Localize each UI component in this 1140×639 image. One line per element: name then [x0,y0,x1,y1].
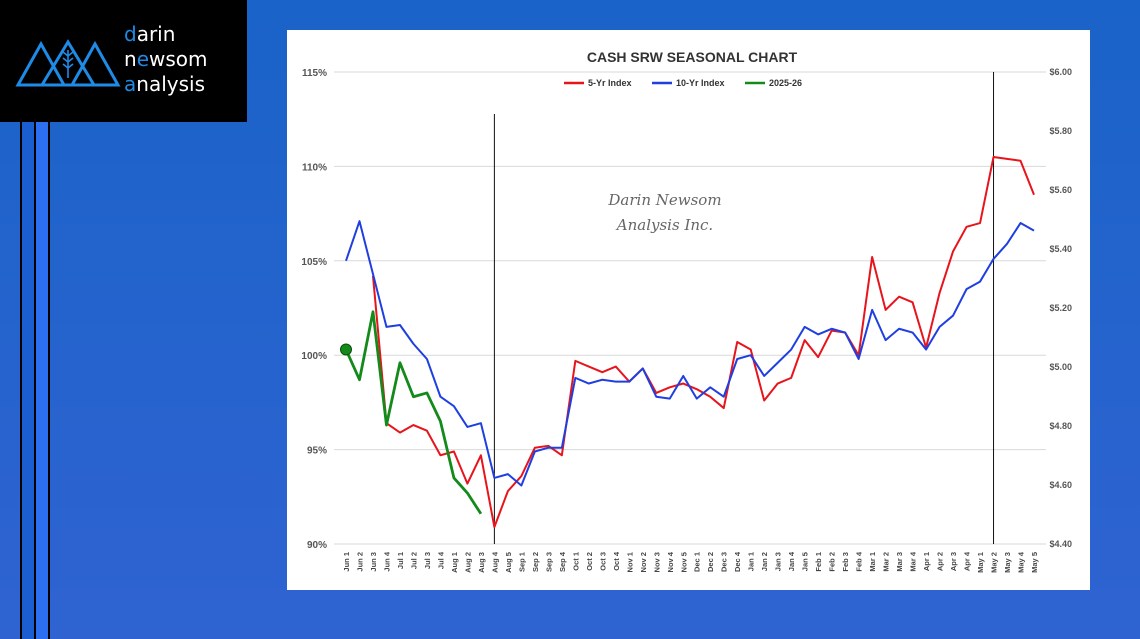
x-tick-label: Oct 4 [612,551,621,571]
y-right-tick-label: $4.40 [1049,539,1072,549]
decor-bar-1 [20,122,22,639]
y-right-tick-label: $5.40 [1049,244,1072,254]
x-tick-label: Apr 3 [949,552,958,571]
x-tick-label: Aug 3 [477,552,486,573]
x-tick-label: Mar 4 [909,551,918,571]
seasonal-chart: CASH SRW SEASONAL CHART 5-Yr Index 10-Yr… [301,49,1072,573]
x-tick-label: Dec 3 [720,552,729,572]
y-right-tick-label: $5.60 [1049,185,1072,195]
y-left-tick-label: 110% [302,162,327,173]
y-right-tick-label: $5.00 [1049,362,1072,372]
series-line-2 [344,310,483,515]
x-tick-label: Apr 2 [936,552,945,571]
x-tick-label: Jun 3 [369,552,378,572]
x-tick-label: Jul 1 [396,552,405,569]
x-tick-label: Apr 4 [963,551,972,571]
x-tick-label: Jun 1 [342,552,351,572]
mountain-logo-icon [15,39,121,87]
decor-bar-2 [22,122,34,639]
x-tick-label: Oct 1 [571,552,580,571]
x-tick-label: Apr 1 [922,552,931,571]
x-tick-label: Jul 2 [409,552,418,569]
x-tick-label: May 2 [990,552,999,573]
x-tick-label: Jan 1 [747,552,756,571]
y-left-tick-label: 90% [307,540,327,551]
x-tick-label: May 3 [1003,552,1012,573]
x-tick-label: Nov 4 [666,551,675,572]
y-right-tick-label: $5.80 [1049,126,1072,136]
x-tick-label: Jun 4 [382,551,391,571]
x-tick-label: Jan 4 [787,551,796,571]
x-tick-label: Sep 1 [517,552,526,572]
x-tick-label: May 1 [976,552,985,573]
decor-bar-3 [34,122,36,639]
x-tick-label: Oct 3 [598,552,607,571]
gridlines [334,71,1046,545]
y-right-tick-label: $5.20 [1049,303,1072,313]
chart-title: CASH SRW SEASONAL CHART [587,49,798,65]
x-tick-label: Dec 1 [693,552,702,572]
y-axis-left: 90% 95% 100% 105% 110% 115% [301,68,327,551]
y-left-tick-label: 115% [302,68,327,79]
x-tick-label: Aug 5 [504,552,513,573]
x-tick-label: Sep 4 [558,551,567,572]
x-tick-label: May 5 [1030,552,1039,573]
chart-panel: CASH SRW SEASONAL CHART 5-Yr Index 10-Yr… [287,30,1090,590]
vertical-markers [493,72,995,544]
x-tick-label: Sep 2 [531,552,540,572]
series-lines [340,155,1035,529]
logo-box: darin newsom analysis [0,0,247,122]
x-tick-label: Aug 4 [490,551,499,573]
legend: 5-Yr Index 10-Yr Index 2025-26 [564,78,802,88]
x-tick-label: Mar 1 [868,552,877,572]
x-tick-label: Feb 1 [814,552,823,572]
watermark-line-2: Analysis Inc. [615,216,713,234]
x-tick-label: Jul 3 [423,552,432,569]
watermark: Darin Newsom Analysis Inc. [607,191,721,234]
legend-label-5yr: 5-Yr Index [588,78,632,88]
x-tick-label: Mar 2 [882,552,891,572]
y-left-tick-label: 100% [301,351,327,362]
decor-bar-5 [48,122,50,639]
x-tick-label: Jan 3 [774,552,783,571]
series-line-0 [371,155,1035,529]
x-tick-label: Feb 3 [841,552,850,572]
x-tick-label: Jan 5 [801,552,810,571]
x-tick-label: Aug 2 [463,552,472,573]
legend-label-2025: 2025-26 [769,78,802,88]
x-axis: Jun 1 Jun 2 Jun 3 Jun 4 Jul 1 Jul 2 Jul 3 Jul 4… [342,551,1039,573]
y-right-tick-label: $6.00 [1049,67,1072,77]
x-tick-label: May 4 [1017,551,1026,573]
x-tick-label: Feb 4 [855,551,864,571]
x-tick-label: Nov 1 [625,552,634,572]
watermark-line-1: Darin Newsom [607,191,721,209]
x-tick-label: Feb 2 [828,552,837,572]
x-tick-label: Jul 4 [436,551,445,569]
legend-label-10yr: 10-Yr Index [676,78,725,88]
x-tick-label: Jan 2 [760,552,769,571]
x-tick-label: Nov 2 [639,552,648,572]
x-tick-label: Sep 3 [544,552,553,572]
x-tick-label: Dec 2 [706,552,715,572]
x-tick-label: Nov 3 [652,552,661,572]
y-right-tick-label: $4.60 [1049,480,1072,490]
series-line-1 [345,220,1035,487]
y-axis-right: $4.40 $4.60 $4.80 $5.00 $5.20 $5.40 $5.60 $5.80… [1049,67,1072,549]
x-tick-label: Oct 2 [585,552,594,571]
y-right-tick-label: $4.80 [1049,421,1072,431]
x-tick-label: Aug 1 [450,552,459,573]
decor-bar-4 [36,122,48,639]
x-tick-label: Mar 3 [895,552,904,572]
x-tick-label: Dec 4 [733,551,742,572]
logo-wordmark: darin newsom analysis [124,22,208,96]
y-left-tick-label: 105% [301,257,327,268]
y-left-tick-label: 95% [307,446,327,457]
x-tick-label: Jun 2 [355,552,364,572]
current-start-marker [340,343,352,356]
x-tick-label: Nov 5 [679,552,688,572]
